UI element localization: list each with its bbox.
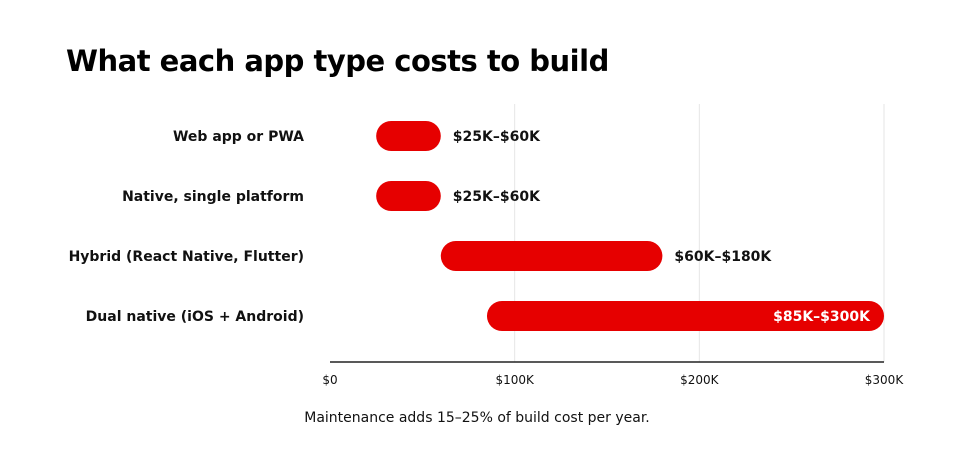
range-bar <box>486 301 884 331</box>
value-label: $60K–$180K <box>674 249 772 265</box>
value-label: $85K–$300K <box>773 309 871 325</box>
category-label: Web app or PWA <box>173 129 304 145</box>
x-tick-label: $200K <box>680 373 720 387</box>
value-label: $25K–$60K <box>453 189 541 205</box>
category-label: Dual native (iOS + Android) <box>86 309 304 325</box>
value-label: $25K–$60K <box>453 129 541 145</box>
x-tick-label: $0 <box>322 373 337 387</box>
range-bar <box>376 121 441 151</box>
range-bar <box>376 181 441 211</box>
x-tick-label: $100K <box>495 373 535 387</box>
range-bar <box>440 241 663 271</box>
category-label: Native, single platform <box>122 189 304 205</box>
category-label: Hybrid (React Native, Flutter) <box>69 249 304 265</box>
chart-title: What each app type costs to build <box>66 44 609 78</box>
x-tick-label: $300K <box>865 373 905 387</box>
range-bar-chart: $0 $100K $200K $300K Web app or PWA $25K–$60K… <box>69 104 905 387</box>
footnote: Maintenance adds 15–25% of build cost pe… <box>304 410 650 426</box>
